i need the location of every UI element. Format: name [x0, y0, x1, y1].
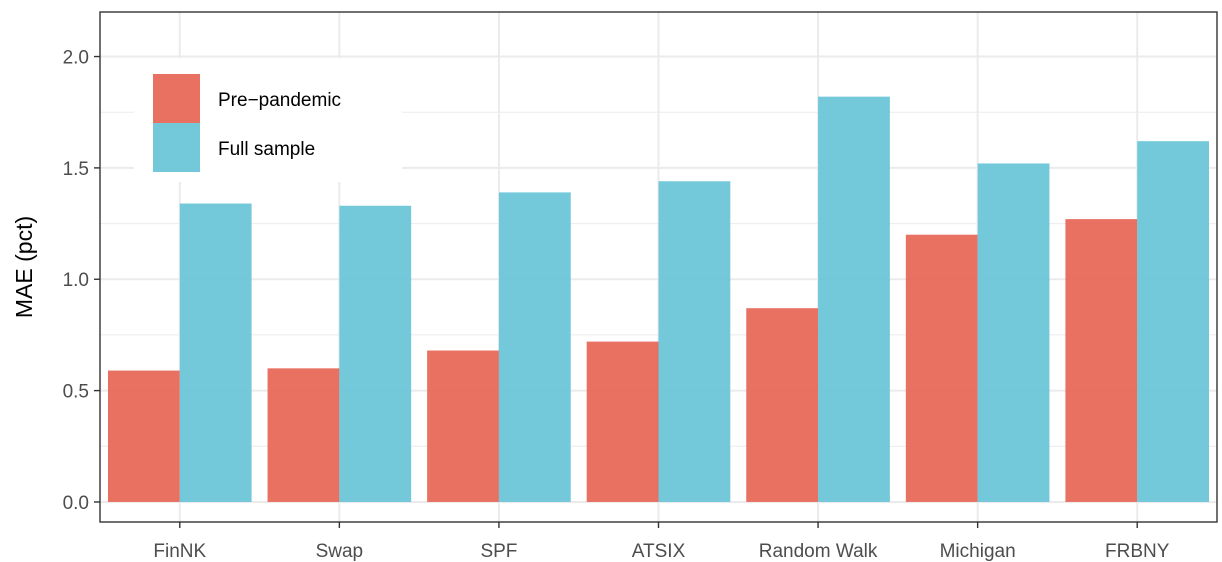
x-tick-label-spf: SPF — [480, 541, 517, 562]
x-tick-label-michigan: Michigan — [940, 541, 1016, 562]
bars — [107, 96, 1210, 502]
x-tick-label-swap: Swap — [316, 541, 364, 562]
y-tick-label: 0.0 — [63, 493, 89, 514]
bar-pre-pandemic-random-walk — [746, 308, 819, 502]
legend-label-full-sample: Full sample — [218, 139, 315, 160]
bar-full-sample-atsix — [658, 181, 731, 502]
y-tick-label: 1.0 — [63, 270, 89, 291]
y-tick-label: 1.5 — [63, 159, 89, 180]
y-tick-label: 2.0 — [63, 48, 89, 69]
bar-full-sample-spf — [498, 192, 571, 502]
bar-pre-pandemic-michigan — [905, 234, 978, 502]
bar-full-sample-frbny — [1137, 141, 1210, 502]
bar-pre-pandemic-finnk — [107, 370, 180, 502]
x-tick-label-frbny: FRBNY — [1105, 541, 1170, 562]
bar-pre-pandemic-atsix — [586, 341, 659, 502]
bar-pre-pandemic-spf — [427, 350, 499, 502]
y-axis-title: MAE (pct) — [11, 216, 37, 318]
bar-full-sample-swap — [339, 205, 412, 502]
x-tick-label-finnk: FinNK — [153, 541, 206, 562]
x-tick-label-random-walk: Random Walk — [759, 541, 878, 562]
bar-full-sample-michigan — [977, 163, 1050, 502]
bar-pre-pandemic-swap — [267, 368, 340, 502]
x-tick-label-atsix: ATSIX — [632, 541, 686, 562]
bar-pre-pandemic-frbny — [1065, 219, 1138, 502]
y-axis: 0.0 0.5 1.0 1.5 2.0 — [63, 48, 100, 514]
y-tick-label: 0.5 — [63, 382, 89, 403]
legend-key-pre-pandemic — [153, 74, 200, 123]
legend: Pre−pandemic Full sample — [134, 58, 402, 182]
x-axis: FinNK Swap SPF ATSIX Random Walk Michigan FRBN… — [153, 522, 1170, 562]
bar-full-sample-finnk — [179, 203, 252, 502]
legend-key-full-sample — [153, 123, 200, 172]
bar-full-sample-random-walk — [818, 96, 890, 502]
legend-label-pre-pandemic: Pre−pandemic — [218, 90, 341, 111]
